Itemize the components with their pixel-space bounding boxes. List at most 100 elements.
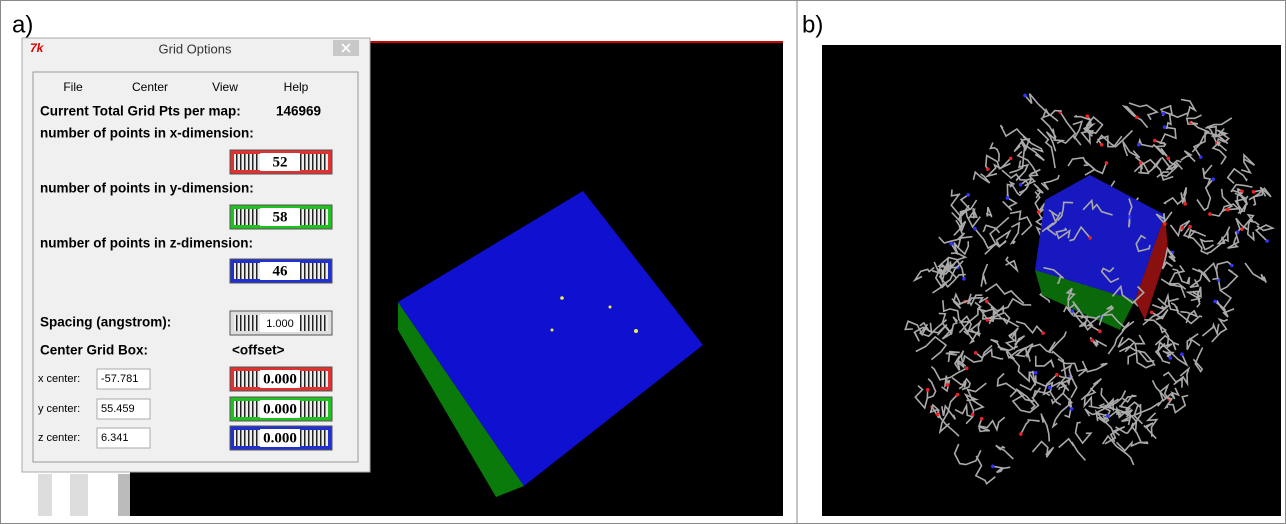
axis-label: z center: bbox=[38, 432, 80, 444]
dial-value: 0.000 bbox=[263, 371, 297, 387]
atom bbox=[1180, 226, 1184, 230]
total-value: 146969 bbox=[276, 104, 321, 119]
atom bbox=[1085, 114, 1089, 118]
atom bbox=[1055, 373, 1059, 377]
atom bbox=[971, 413, 975, 417]
dial[interactable]: 0.000 bbox=[230, 426, 332, 450]
dial-value: 0.000 bbox=[263, 401, 297, 417]
menu-item[interactable]: Help bbox=[284, 80, 309, 94]
atom bbox=[1169, 356, 1173, 360]
atom bbox=[1071, 309, 1075, 313]
atom bbox=[1037, 210, 1041, 214]
atom bbox=[1100, 143, 1104, 147]
atom bbox=[1188, 225, 1192, 229]
atom bbox=[1106, 414, 1110, 418]
atom bbox=[926, 388, 930, 392]
atom bbox=[1034, 371, 1038, 375]
dial-ridges bbox=[300, 154, 328, 170]
atom bbox=[1199, 155, 1203, 159]
atom bbox=[1048, 386, 1052, 390]
atom bbox=[1163, 222, 1167, 226]
dial-ridges bbox=[300, 401, 328, 417]
dial-value: 1.000 bbox=[266, 318, 294, 330]
axis-label: x center: bbox=[38, 373, 80, 385]
dial[interactable]: 52 bbox=[230, 150, 332, 174]
menu-item[interactable]: View bbox=[212, 80, 238, 94]
atom bbox=[1180, 352, 1184, 356]
atom bbox=[1105, 161, 1109, 165]
dial-ridges bbox=[300, 430, 328, 446]
atom bbox=[1211, 177, 1215, 181]
atom bbox=[1150, 310, 1154, 314]
dial-value: 52 bbox=[273, 154, 288, 170]
dial[interactable]: 46 bbox=[230, 259, 332, 283]
atom bbox=[1162, 112, 1166, 116]
atom bbox=[974, 351, 978, 355]
dial-ridges bbox=[234, 315, 260, 331]
atom bbox=[1098, 330, 1102, 334]
field-value: -57.781 bbox=[101, 373, 138, 385]
close-button[interactable] bbox=[333, 40, 359, 56]
atom bbox=[962, 277, 966, 281]
dial-value: 46 bbox=[273, 263, 289, 279]
screenshot: a) b) 7k Grid Options File Center View Help… bbox=[0, 0, 1286, 524]
atom bbox=[980, 417, 984, 421]
app-icon: 7k bbox=[30, 41, 45, 55]
panel-label: b) bbox=[802, 11, 823, 38]
dimension-label: number of points in y-dimension: bbox=[40, 181, 254, 196]
menu-item[interactable]: File bbox=[63, 80, 83, 94]
atom bbox=[1137, 143, 1141, 147]
atom bbox=[1208, 212, 1212, 216]
atom bbox=[1183, 202, 1187, 206]
atom bbox=[1019, 183, 1023, 187]
dial-ridges bbox=[234, 154, 260, 170]
menu-item[interactable]: Center bbox=[132, 80, 168, 94]
atom bbox=[1090, 338, 1094, 342]
atom bbox=[1006, 196, 1010, 200]
atom bbox=[1070, 407, 1074, 411]
atom bbox=[986, 167, 990, 171]
dial[interactable]: 0.000 bbox=[230, 367, 332, 391]
atom bbox=[1226, 208, 1230, 212]
dial[interactable]: 0.000 bbox=[230, 397, 332, 421]
atom bbox=[1213, 300, 1217, 304]
window-title: Grid Options bbox=[159, 41, 232, 56]
panel-label: a) bbox=[12, 11, 33, 38]
atom bbox=[956, 393, 960, 397]
dial-ridges bbox=[300, 371, 328, 387]
atom bbox=[1041, 331, 1045, 335]
atom bbox=[946, 383, 950, 387]
dimension-label: number of points in x-dimension: bbox=[40, 126, 254, 141]
dial-ridges bbox=[234, 263, 260, 279]
stripe bbox=[38, 474, 52, 516]
atom bbox=[973, 227, 977, 231]
atom bbox=[1230, 264, 1234, 268]
total-label: Current Total Grid Pts per map: bbox=[40, 104, 241, 119]
spacing-label: Spacing (angstrom): bbox=[40, 315, 171, 330]
field-value: 6.341 bbox=[101, 432, 129, 444]
center-label: Center Grid Box: bbox=[40, 343, 148, 358]
stripe bbox=[118, 474, 130, 516]
atom bbox=[965, 367, 969, 371]
stripe bbox=[70, 474, 88, 516]
atom bbox=[1088, 236, 1092, 240]
atom bbox=[1009, 157, 1013, 161]
atom bbox=[949, 242, 953, 246]
atom bbox=[1023, 94, 1027, 98]
atom bbox=[1265, 239, 1269, 243]
atom bbox=[1135, 116, 1139, 120]
atom bbox=[1163, 125, 1167, 129]
atom bbox=[985, 300, 989, 304]
dimension-label: number of points in z-dimension: bbox=[40, 236, 253, 251]
center-mode: <offset> bbox=[232, 343, 285, 358]
dial[interactable]: 58 bbox=[230, 205, 332, 229]
dial-ridges bbox=[300, 263, 328, 279]
dial-ridges bbox=[300, 209, 328, 225]
dial-ridges bbox=[234, 209, 260, 225]
atom bbox=[1153, 139, 1157, 143]
atom bbox=[1128, 215, 1132, 219]
dial-ridges bbox=[300, 315, 328, 331]
dial-ridges bbox=[234, 371, 260, 387]
atom bbox=[936, 413, 940, 417]
dial[interactable]: 1.000 bbox=[230, 311, 332, 335]
